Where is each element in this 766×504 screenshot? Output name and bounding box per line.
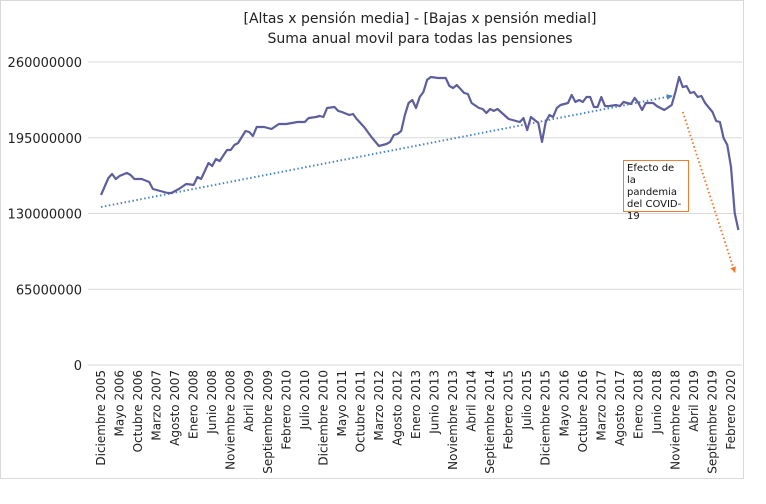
x-tick-label: Agosto 2017 bbox=[613, 370, 627, 446]
y-tick-label: 260000000 bbox=[8, 56, 82, 71]
x-tick-label: Mayo 2006 bbox=[113, 370, 127, 437]
x-tick-label: Marzo 2017 bbox=[594, 370, 608, 441]
x-tick-label: Febrero 2020 bbox=[724, 370, 738, 450]
x-tick-label: Febrero 2015 bbox=[502, 370, 516, 450]
x-tick-label: Noviembre 2018 bbox=[668, 370, 682, 470]
x-tick-label: Junio 2008 bbox=[205, 370, 219, 435]
x-tick-label: Julio 2010 bbox=[298, 370, 312, 431]
x-tick-label: Noviembre 2013 bbox=[446, 370, 460, 470]
x-tick-label: Abril 2019 bbox=[687, 370, 701, 432]
x-tick-label: Septiembre 2014 bbox=[483, 370, 497, 474]
x-tick-label: Abril 2014 bbox=[465, 370, 479, 432]
x-tick-label: Enero 2018 bbox=[631, 370, 645, 439]
chart-title-line-1: [Altas x pensión media] - [Bajas x pensi… bbox=[244, 11, 597, 27]
covid-annotation: Efecto de la pandemia del COVID-19 bbox=[623, 160, 689, 212]
y-tick-label: 195000000 bbox=[8, 132, 82, 147]
x-tick-label: Febrero 2010 bbox=[279, 370, 293, 450]
x-tick-label: Noviembre 2008 bbox=[224, 370, 238, 470]
x-tick-label: Octubre 2016 bbox=[576, 370, 590, 452]
x-tick-label: Octubre 2011 bbox=[353, 370, 367, 452]
y-tick-label: 130000000 bbox=[8, 208, 82, 223]
x-tick-label: Julio 2015 bbox=[520, 370, 534, 431]
x-tick-label: Diciembre 2010 bbox=[316, 370, 330, 466]
x-tick-label: Mayo 2016 bbox=[557, 370, 571, 437]
x-tick-label: Agosto 2012 bbox=[390, 370, 404, 446]
y-tick-label: 0 bbox=[74, 359, 82, 374]
y-tick-label: 65000000 bbox=[16, 283, 82, 298]
x-tick-label: Enero 2008 bbox=[187, 370, 201, 439]
x-tick-label: Junio 2018 bbox=[650, 370, 664, 435]
x-tick-label: Octubre 2006 bbox=[131, 370, 145, 452]
x-tick-label: Mayo 2011 bbox=[335, 370, 349, 437]
x-tick-label: Septiembre 2009 bbox=[261, 370, 275, 474]
x-tick-label: Diciembre 2005 bbox=[94, 370, 108, 466]
x-tick-label: Junio 2013 bbox=[428, 370, 442, 435]
x-tick-label: Marzo 2012 bbox=[372, 370, 386, 441]
x-tick-label: Septiembre 2019 bbox=[705, 370, 719, 474]
x-tick-label: Agosto 2007 bbox=[168, 370, 182, 446]
x-tick-label: Enero 2013 bbox=[409, 370, 423, 439]
x-tick-label: Marzo 2007 bbox=[150, 370, 164, 441]
x-tick-label: Diciembre 2015 bbox=[539, 370, 553, 466]
x-tick-label: Abril 2009 bbox=[242, 370, 256, 432]
chart-title-line-2: Suma anual movil para todas las pensione… bbox=[267, 31, 572, 47]
